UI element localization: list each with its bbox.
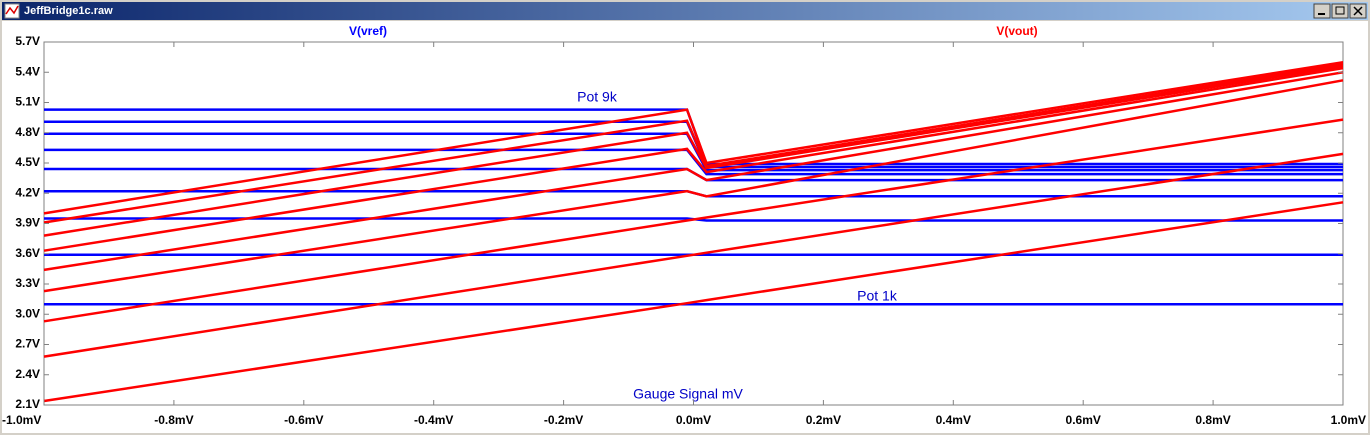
y-tick-label: 4.8V — [15, 125, 40, 139]
maximize-glyph — [1335, 6, 1345, 15]
y-tick-label: 3.6V — [15, 246, 40, 260]
y-tick-label: 2.1V — [15, 397, 40, 411]
x-tick-label: 0.6mV — [1066, 413, 1101, 427]
x-tick-label: 0.2mV — [806, 413, 841, 427]
minimize-button[interactable] — [1313, 3, 1331, 19]
y-tick-label: 3.9V — [15, 216, 40, 230]
x-tick-label: -0.8mV — [154, 413, 193, 427]
close-glyph — [1353, 6, 1363, 16]
trace — [43, 71, 1344, 272]
window-title: JeffBridge1c.raw — [24, 5, 113, 17]
y-tick-label: 5.4V — [15, 64, 40, 78]
app-icon-glyph — [5, 5, 19, 15]
x-tick-label: -0.6mV — [284, 413, 323, 427]
trace — [43, 152, 1344, 358]
y-tick-label: 3.0V — [15, 306, 40, 320]
trace — [43, 66, 1344, 252]
trace — [43, 118, 1344, 323]
y-tick-label: 4.2V — [15, 185, 40, 199]
legend-entry: V(vout) — [996, 24, 1037, 38]
x-tick-label: 0.4mV — [936, 413, 971, 427]
trace — [43, 64, 1344, 237]
x-tick-label: -0.4mV — [414, 413, 453, 427]
x-tick-label: 0.8mV — [1195, 413, 1230, 427]
trace — [43, 62, 1344, 224]
legend-entry: V(vref) — [349, 24, 387, 38]
y-tick-label: 2.7V — [15, 337, 40, 351]
annotation: Gauge Signal mV — [633, 386, 743, 402]
annotation: Pot 1k — [857, 288, 898, 304]
x-tick-label: 0.0mV — [676, 413, 711, 427]
trace — [43, 60, 1344, 215]
y-tick-label: 5.7V — [15, 34, 40, 48]
trace — [43, 201, 1344, 403]
annotation: Pot 9k — [577, 89, 618, 105]
marks — [43, 60, 1344, 403]
x-tick-label: 1.0mV — [1331, 413, 1366, 427]
x-tick-label: -1.0mV — [2, 413, 41, 427]
y-tick-label: 3.3V — [15, 276, 40, 290]
y-tick-label: 4.5V — [15, 155, 40, 169]
y-tick-label: 5.1V — [15, 95, 40, 109]
maximize-button[interactable] — [1331, 3, 1349, 19]
title-bar — [2, 2, 1368, 20]
y-tick-label: 2.4V — [15, 367, 40, 381]
x-tick-label: -0.2mV — [544, 413, 583, 427]
trace — [43, 79, 1344, 293]
